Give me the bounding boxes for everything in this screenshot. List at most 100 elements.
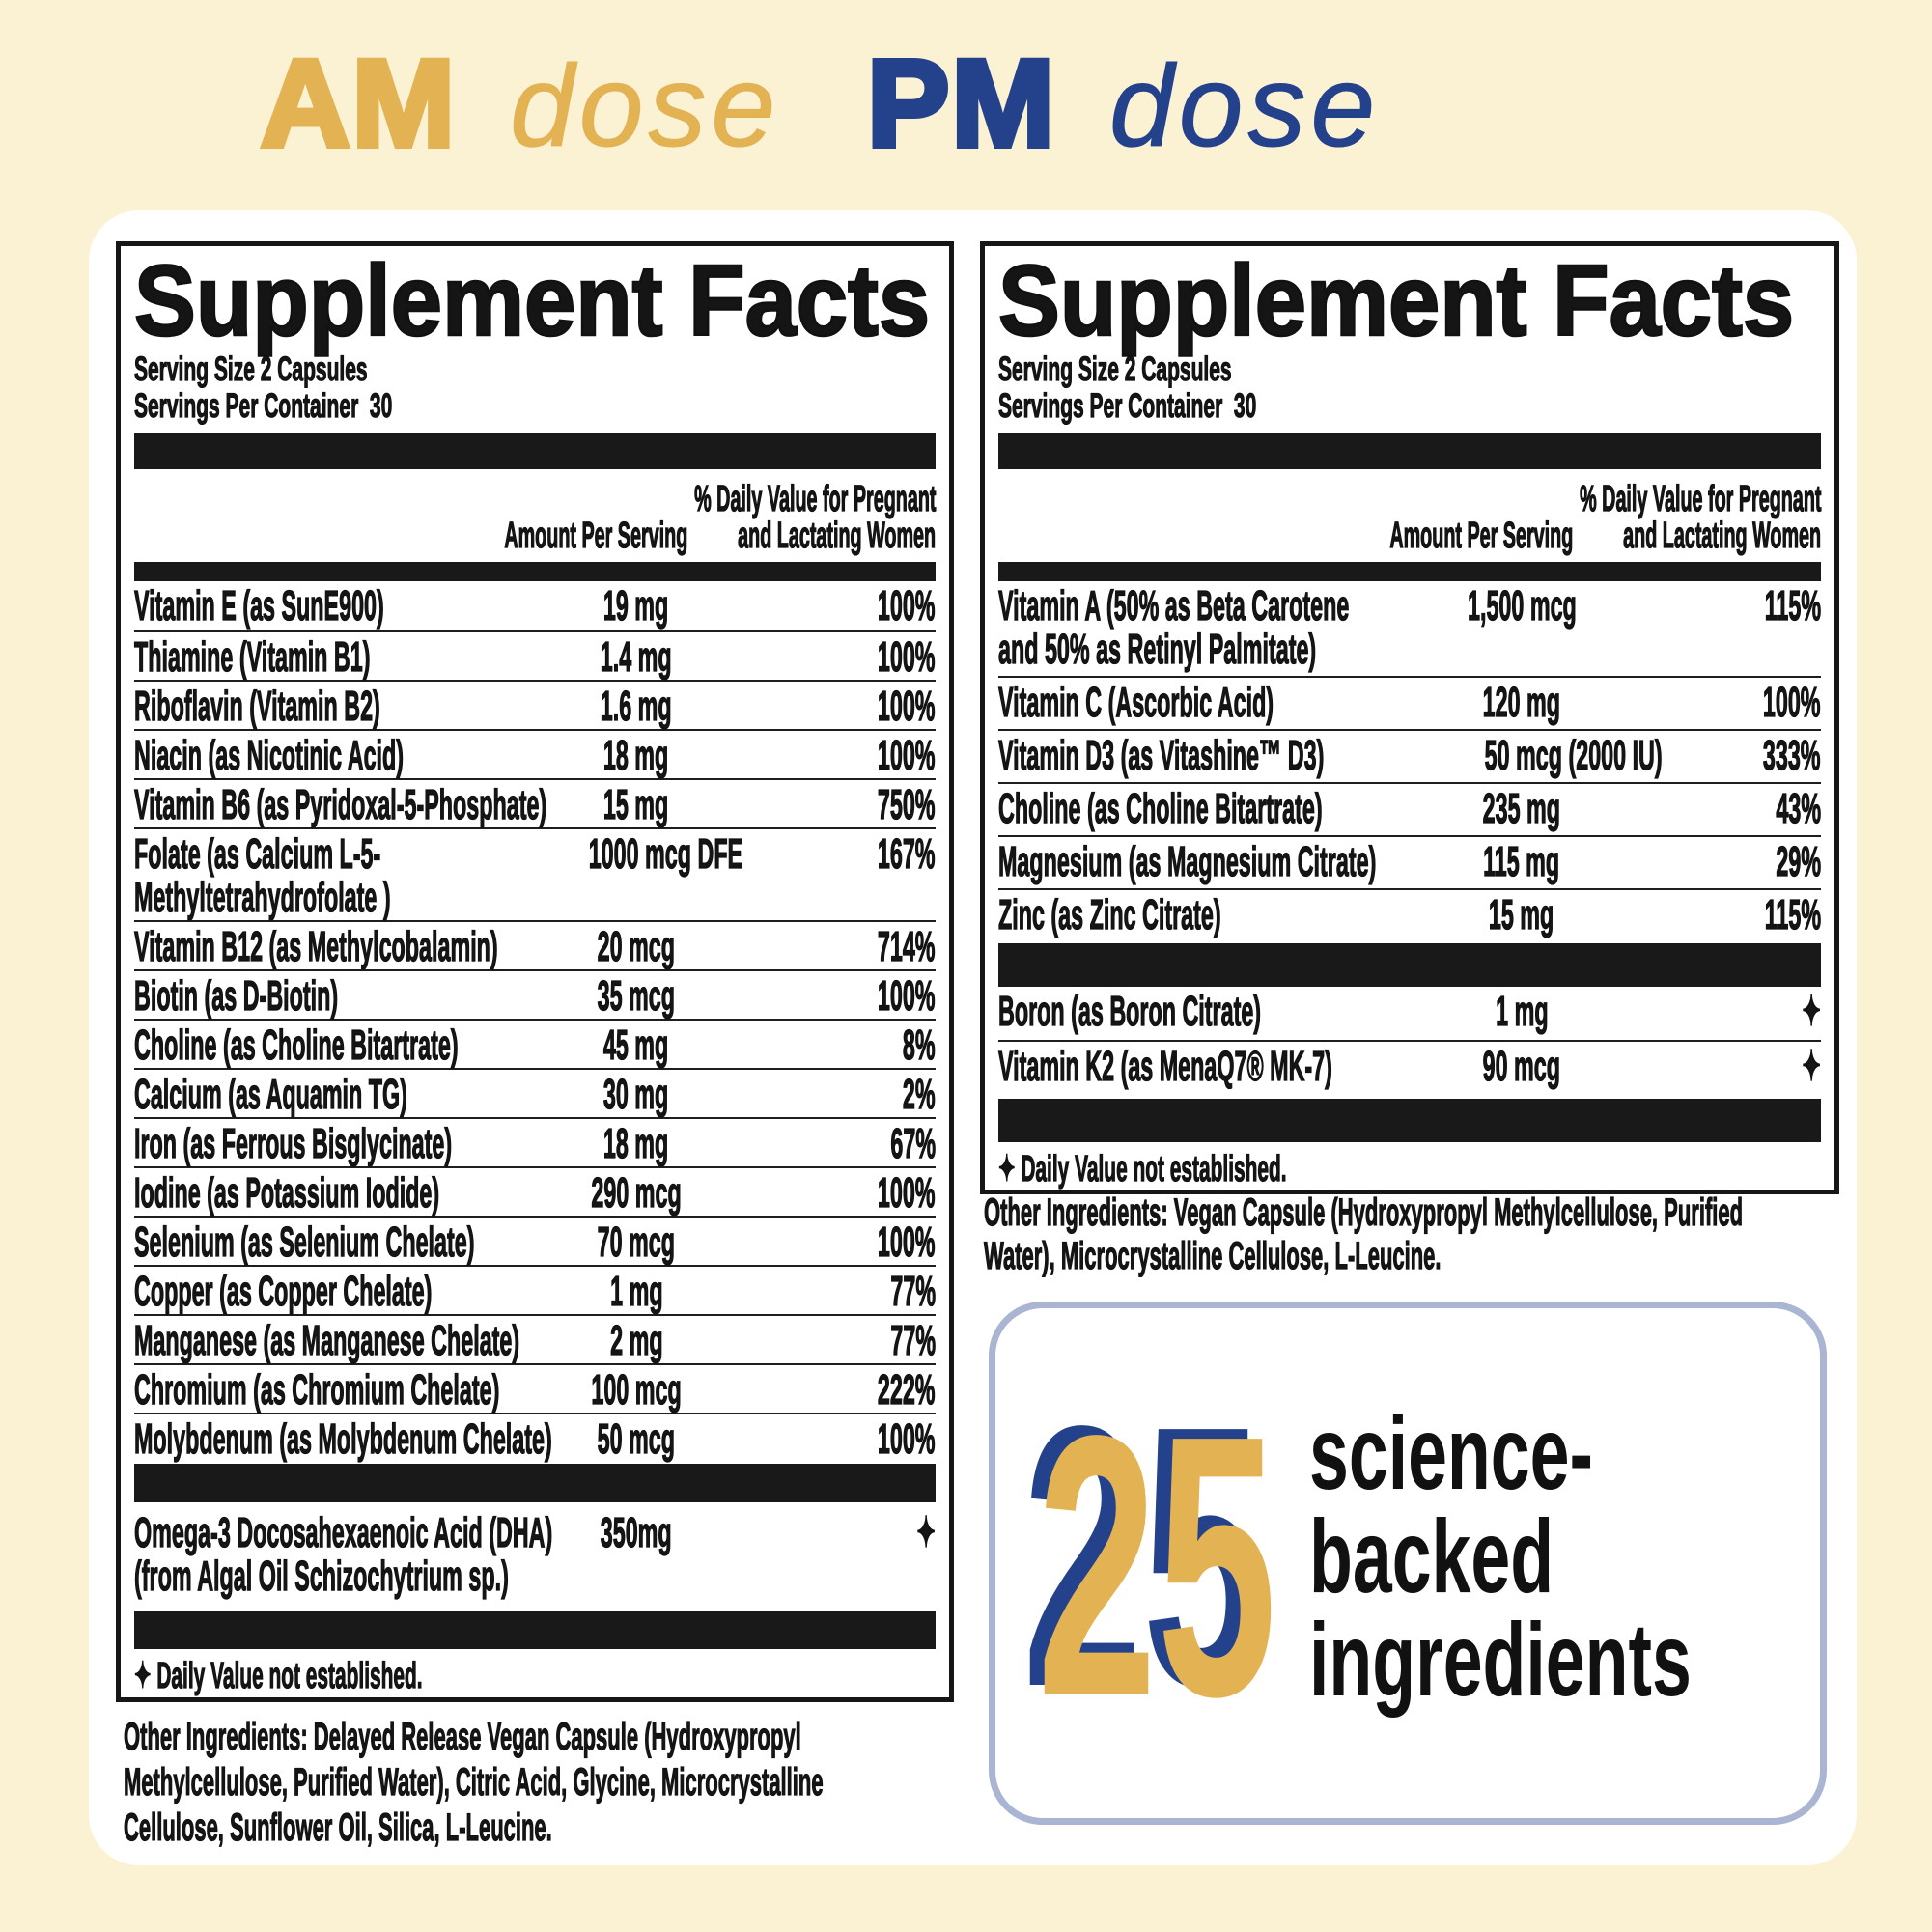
row-amt: 2 mg <box>609 1317 663 1364</box>
row-dv: 100% <box>878 683 936 730</box>
nutrient-row: Calcium (as Aquamin TG) 30 mg 2% <box>134 1068 936 1117</box>
pm-divider-bar-medium <box>998 562 1821 581</box>
nutrient-row: Thiamine (Vitamin B1) 1.4 mg 100% <box>134 630 936 680</box>
row-name: Zinc (as Zinc Citrate) <box>998 891 1221 938</box>
row-dv: 67% <box>890 1120 936 1167</box>
pm-heading-italic: dose <box>1108 42 1381 171</box>
row-name: Riboflavin (Vitamin B2) <box>134 683 381 730</box>
nutrient-row: Molybdenum (as Molybdenum Chelate) 50 mcg… <box>134 1413 936 1462</box>
row-dv: 77% <box>890 1317 936 1364</box>
pm-divider-bar-mid1 <box>998 943 1821 987</box>
row-dv: 100% <box>878 582 936 630</box>
pm-supplement-facts-panel: Supplement Facts Serving Size 2 Capsules… <box>980 241 1839 1194</box>
row-dv: ✦ <box>1802 988 1821 1035</box>
am-heading-italic: dose <box>510 42 781 171</box>
pm-panel-title: Supplement Facts <box>997 245 1795 357</box>
row-amt: 1.4 mg <box>601 633 673 681</box>
row-name: Niacin (as Nicotinic Acid) <box>134 732 405 779</box>
row-dv: 714% <box>878 923 936 970</box>
row-amt: 1,500 mcg <box>1467 582 1577 630</box>
row-amt: 290 mcg <box>591 1169 682 1217</box>
am-nutrient-rows: Vitamin E (as SunE900) 19 mg 100% Thiamine … <box>134 581 937 1462</box>
row-name: Choline (as Choline Bitartrate) <box>134 1022 459 1069</box>
am-dose-heading: AM dose <box>258 35 781 173</box>
row-dv: ✦ <box>916 1509 936 1556</box>
row-dv: ✦ <box>1802 1043 1821 1090</box>
pm-nutrient-rows: Vitamin A (50% as Beta Carotene and 50% a… <box>998 581 1822 941</box>
row-name: Vitamin B6 (as Pyridoxal-5-Phosphate) <box>134 781 547 828</box>
row-name: Magnesium (as Magnesium Citrate) <box>998 838 1377 885</box>
pm-heading-bold: PM <box>864 35 1057 173</box>
row-amt: 1 mg <box>609 1268 663 1315</box>
nutrient-row: Riboflavin (Vitamin B2) 1.6 mg 100% <box>134 680 936 729</box>
pm-footnote: ✦ Daily Value not established. <box>998 1149 1287 1190</box>
row-name: Iron (as Ferrous Bisglycinate) <box>134 1120 453 1167</box>
row-amt: 1.6 mg <box>601 683 673 730</box>
pm-footnote-star-icon: ✦ <box>998 1149 1016 1190</box>
nutrient-row: Choline (as Choline Bitartrate) 45 mg 8% <box>134 1019 936 1068</box>
nutrient-row: Chromium (as Chromium Chelate) 100 mcg 222… <box>134 1363 936 1413</box>
row-dv: 115% <box>1764 582 1821 630</box>
row-amt: 115 mg <box>1483 838 1560 885</box>
am-extra-rows: Omega-3 Docosahexaenoic Acid (DHA) (from … <box>134 1502 937 1611</box>
row-amt: 350mg <box>601 1509 673 1556</box>
am-panel-title: Supplement Facts <box>133 245 931 357</box>
pm-col-amount: Amount Per Serving <box>1389 516 1574 556</box>
badge-number-shadow: 25 <box>1022 1348 1263 1764</box>
am-divider-bar-medium <box>134 562 936 581</box>
row-amt: 70 mcg <box>597 1218 676 1266</box>
am-other-ingredients: Other Ingredients: Delayed Release Vegan… <box>124 1715 824 1849</box>
nutrient-row: Vitamin D3 (as Vitashine™ D3) 50 mcg (200… <box>998 729 1821 782</box>
row-amt: 15 mg <box>603 781 669 828</box>
row-name: Manganese (as Manganese Chelate) <box>134 1317 520 1364</box>
am-serving-size: Serving Size 2 Capsules <box>134 350 368 388</box>
row-name: Iodine (as Potassium Iodide) <box>134 1169 440 1217</box>
nutrient-row: Iodine (as Potassium Iodide) 290 mcg 100% <box>134 1166 936 1216</box>
row-dv: 100% <box>878 1169 936 1217</box>
nutrient-row: Boron (as Boron Citrate) 1 mg ✦ <box>998 987 1822 1040</box>
row-dv: 167% <box>878 830 936 878</box>
row-dv: 43% <box>1776 785 1821 832</box>
nutrient-row: Vitamin C (Ascorbic Acid) 120 mg 100% <box>998 676 1821 729</box>
am-heading-bold: AM <box>258 35 458 173</box>
am-col-amount: Amount Per Serving <box>504 516 688 556</box>
row-dv: 100% <box>878 972 936 1020</box>
pm-divider-bar-top <box>998 433 1821 469</box>
row-amt: 30 mg <box>603 1071 669 1118</box>
nutrient-row: Biotin (as D-Biotin) 35 mcg 100% <box>134 969 936 1019</box>
pm-extra-rows: Boron (as Boron Citrate) 1 mg ✦ Vitamin K2 … <box>998 987 1822 1093</box>
row-dv: 750% <box>878 781 936 828</box>
pm-servings-per-container: Servings Per Container 30 <box>998 387 1257 425</box>
row-name: Selenium (as Selenium Chelate) <box>134 1218 475 1266</box>
badge-number-front: 25 <box>1037 1358 1277 1774</box>
am-footnote: ✦ Daily Value not established. <box>134 1655 423 1696</box>
row-name: Molybdenum (as Molybdenum Chelate) <box>134 1415 552 1463</box>
row-amt: 235 mg <box>1482 785 1561 832</box>
nutrient-row: Manganese (as Manganese Chelate) 2 mg 77% <box>134 1314 936 1363</box>
row-name: Copper (as Copper Chelate) <box>134 1268 433 1315</box>
row-dv: 100% <box>878 1218 936 1266</box>
row-amt: 19 mg <box>603 582 669 630</box>
nutrient-row: Iron (as Ferrous Bisglycinate) 18 mg 67% <box>134 1117 936 1166</box>
row-amt: 1 mg <box>1495 988 1549 1035</box>
row-name: Vitamin A (50% as Beta Carotene and 50% a… <box>998 582 1350 673</box>
row-name: Vitamin D3 (as Vitashine™ D3) <box>998 732 1325 779</box>
pm-serving-size: Serving Size 2 Capsules <box>998 350 1232 388</box>
science-backed-badge: 25 25 science- backed ingredients <box>989 1302 1827 1825</box>
nutrient-row: Selenium (as Selenium Chelate) 70 mcg 100% <box>134 1216 936 1265</box>
am-divider-bar-mid1 <box>134 1464 936 1502</box>
nutrient-row: Vitamin A (50% as Beta Carotene and 50% a… <box>998 581 1822 676</box>
row-amt: 15 mg <box>1489 891 1554 938</box>
nutrient-row: Choline (as Choline Bitartrate) 235 mg 43% <box>998 782 1821 835</box>
row-amt: 18 mg <box>603 732 669 779</box>
row-dv: 115% <box>1764 891 1821 938</box>
row-amt: 100 mcg <box>591 1366 682 1414</box>
pm-col-dv: % Daily Value for Pregnant and Lactating… <box>1579 479 1821 556</box>
am-footnote-star-icon: ✦ <box>134 1655 152 1696</box>
nutrient-row: Omega-3 Docosahexaenoic Acid (DHA) (from … <box>134 1502 937 1611</box>
nutrient-row: Copper (as Copper Chelate) 1 mg 77% <box>134 1265 936 1314</box>
am-supplement-facts-panel: Supplement Facts Serving Size 2 Capsules… <box>116 241 954 1702</box>
nutrient-row: Vitamin E (as SunE900) 19 mg 100% <box>134 581 937 630</box>
row-amt: 18 mg <box>603 1120 669 1167</box>
